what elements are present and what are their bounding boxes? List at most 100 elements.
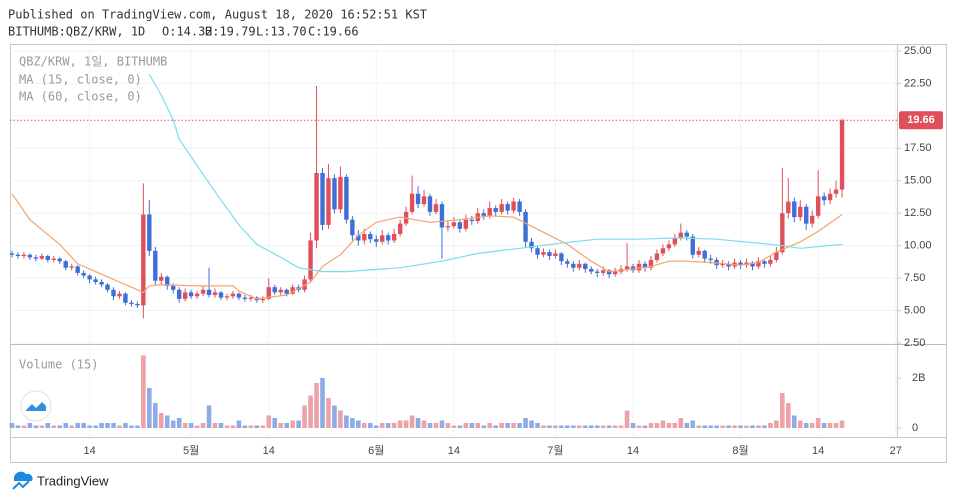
volume-bar <box>594 425 600 428</box>
volume-bar <box>15 425 21 428</box>
volume-bar <box>332 405 337 428</box>
candle-body <box>809 215 815 224</box>
volume-bar <box>69 425 74 428</box>
candle-body <box>93 279 98 282</box>
volume-bar <box>63 423 69 428</box>
candle-body <box>630 266 636 271</box>
candle-body <box>248 297 254 299</box>
volume-bar <box>296 420 301 428</box>
y-tick-label: 15.00 <box>904 175 932 187</box>
volume-bar <box>517 423 522 428</box>
candle-body <box>827 193 833 201</box>
volume-bar <box>791 415 797 428</box>
volume-bar <box>39 425 45 428</box>
candle-body <box>374 239 379 242</box>
volume-bar <box>266 415 272 428</box>
candle-body <box>696 250 701 255</box>
candle-body <box>69 266 74 268</box>
volume-bar <box>768 423 773 428</box>
volume-bar <box>129 425 134 428</box>
candle-body <box>571 263 576 268</box>
volume-bar <box>726 425 731 428</box>
candle-body <box>338 176 343 210</box>
candle-body <box>368 233 373 240</box>
candle-body <box>266 287 271 299</box>
candle-body <box>445 226 451 228</box>
candle-body <box>344 176 349 220</box>
x-tick-label: 14 <box>83 445 95 457</box>
volume-bar <box>158 413 164 428</box>
candle-body <box>242 297 248 299</box>
candle-body <box>129 302 134 305</box>
volume-bar <box>123 423 128 428</box>
volume-bar <box>541 425 546 428</box>
candle-body <box>517 201 522 212</box>
candle-body <box>224 296 230 298</box>
candle-body <box>553 253 558 257</box>
volume-bar <box>738 425 743 428</box>
volume-bar <box>415 418 421 428</box>
candle-body <box>194 293 200 297</box>
candle-body <box>380 235 385 242</box>
candle-body <box>762 261 767 264</box>
volume-bar <box>9 423 15 428</box>
candle-body <box>750 262 755 267</box>
candle-body <box>792 201 797 218</box>
candle-body <box>648 259 654 268</box>
candle-body <box>690 236 695 255</box>
candle-body <box>272 287 277 293</box>
volume-bar <box>176 418 182 428</box>
candle-body <box>57 258 62 262</box>
x-tick-label: 14 <box>263 445 275 457</box>
volume-bar <box>702 425 708 428</box>
y-tick-label: 2.50 <box>904 337 925 349</box>
candle-body <box>21 254 27 257</box>
volume-bar <box>290 420 295 428</box>
candle-body <box>51 258 56 260</box>
legend-ma60: MA (60, close, 0) <box>19 90 142 104</box>
candle-body <box>529 241 534 249</box>
candle-body <box>487 208 492 216</box>
volume-bar <box>379 423 385 428</box>
published-line: Published on TradingView.com, August 18,… <box>8 8 427 22</box>
y-tick-label: 0 <box>912 422 918 434</box>
candle-body <box>236 293 242 298</box>
moving-average-line <box>11 193 843 300</box>
symbol-line: BITHUMB:QBZ/KRW, 1D <box>8 25 145 39</box>
volume-bar <box>99 423 104 428</box>
volume-bar <box>75 423 80 428</box>
candle-body <box>678 232 684 238</box>
candle-body <box>45 256 51 260</box>
candle-body <box>212 292 218 295</box>
candle-body <box>218 292 224 298</box>
volume-bar <box>373 425 379 428</box>
volume-bar <box>230 425 236 428</box>
candle-body <box>654 253 660 260</box>
volume-bar <box>242 425 248 428</box>
candle-body <box>117 293 122 297</box>
candle-body <box>278 289 283 293</box>
candle-body <box>583 263 588 270</box>
volume-bar <box>254 425 260 428</box>
volume-bar <box>744 425 749 428</box>
candle-body <box>589 269 594 272</box>
volume-bar <box>21 425 27 428</box>
volume-bar <box>487 423 493 428</box>
volume-bar <box>821 423 827 428</box>
volume-bar <box>320 378 325 428</box>
volume-bar <box>618 425 624 428</box>
volume-bar <box>445 423 451 428</box>
x-tick-label: 14 <box>448 445 460 457</box>
volume-bar <box>571 425 576 428</box>
candle-body <box>75 266 80 273</box>
volume-bar <box>499 423 504 428</box>
volume-bar <box>523 418 528 428</box>
y-tick-label: 2B <box>912 372 925 384</box>
volume-bar <box>152 403 158 428</box>
candle-body <box>39 256 45 259</box>
candle-body <box>81 272 86 276</box>
volume-bar <box>278 423 284 428</box>
volume-bar <box>194 425 200 428</box>
volume-bar <box>511 423 516 428</box>
